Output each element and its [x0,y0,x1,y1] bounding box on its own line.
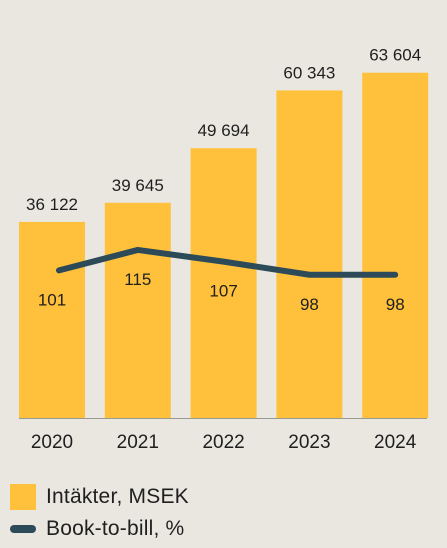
legend: Intäkter, MSEK Book-to-bill, % [10,481,189,545]
legend-swatch-revenue [10,484,36,510]
bar-2023 [276,90,343,419]
bar-value-label-2021: 39 645 [112,176,164,195]
book-to-bill-label-2021: 115 [124,270,151,289]
legend-item-revenue: Intäkter, MSEK [10,481,189,513]
book-to-bill-label-2024: 98 [386,295,405,314]
bar-value-label-2020: 36 122 [26,195,78,214]
legend-swatch-book-to-bill [10,525,36,533]
revenue-book-to-bill-chart: 36 122 2020 39 645 2021 49 694 2022 60 343 2023… [19,46,429,453]
bar-2020 [19,221,85,418]
book-to-bill-label-2022: 107 [209,282,237,301]
x-tick-label-2023: 2023 [288,432,330,453]
x-tick-label-2024: 2024 [374,432,417,453]
x-tick-label-2021: 2021 [117,432,159,453]
x-tick-label-2020: 2020 [31,432,73,453]
bar-value-label-2022: 49 694 [198,121,250,140]
bar-2024 [362,72,429,419]
legend-label-revenue: Intäkter, MSEK [46,485,189,508]
bar-2021 [104,202,171,418]
bar-2022 [190,148,257,418]
book-to-bill-label-2020: 101 [38,290,66,309]
legend-item-book-to-bill: Book-to-bill, % [10,513,189,545]
bar-value-label-2023: 60 343 [283,63,335,82]
legend-label-book-to-bill: Book-to-bill, % [46,517,185,540]
bar-value-label-2024: 63 604 [369,46,421,65]
book-to-bill-label-2023: 98 [300,295,319,314]
x-tick-label-2022: 2022 [202,432,244,453]
